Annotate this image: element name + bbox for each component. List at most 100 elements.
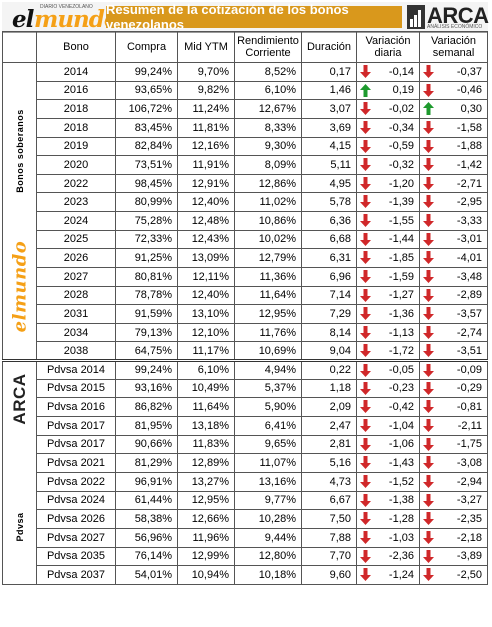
compra-cell: 80,99% (115, 192, 178, 212)
ytm-cell: 12,10% (177, 322, 235, 343)
arca-logo: ARCA ANÁLISIS ECONÓMICO (407, 3, 489, 31)
col-var-semanal: Variación semanal (419, 31, 488, 63)
var-diaria-cell-value: -2,36 (388, 550, 414, 563)
dur-cell: 9,60 (301, 565, 357, 585)
var-semanal-cell-value: -0,29 (456, 382, 482, 395)
table-row: Pdvsa 2016 86,82% 11,64% 5,90% 2,09 -0,42 -0,8… (3, 397, 488, 417)
var-semanal-cell-value: -3,08 (456, 457, 482, 470)
var-semanal-cell: -2,94 (419, 471, 488, 492)
arrow-down-icon (423, 400, 434, 414)
rend-cell: 8,09% (234, 155, 302, 175)
var-diaria-cell-value: -1,38 (388, 494, 414, 507)
var-semanal-cell: -3,89 (419, 546, 488, 567)
table-row: 2025 72,33% 12,43% 10,02% 6,68 -1,44 -3,01 (3, 229, 488, 250)
var-diaria-cell: -1,59 (356, 266, 420, 287)
table-row: Pdvsa 2015 93,16% 10,49% 5,37% 1,18 -0,23 -0,2… (3, 378, 488, 399)
ytm-cell: 12,91% (177, 173, 235, 194)
var-semanal-cell-value: -1,88 (456, 140, 482, 153)
var-semanal-cell: -0,46 (419, 80, 488, 101)
var-diaria-cell: -1,28 (356, 509, 420, 529)
arrow-down-icon (360, 456, 371, 470)
var-semanal-cell-value: -0,81 (456, 401, 482, 414)
var-diaria-cell: -1,24 (356, 565, 420, 585)
bono-cell: 2014 (36, 62, 116, 82)
dur-cell: 2,81 (301, 434, 357, 455)
arrow-down-icon (423, 364, 434, 377)
arrow-down-icon (423, 437, 434, 451)
ytm-cell: 6,10% (177, 359, 235, 380)
bono-cell: 2025 (36, 229, 116, 250)
arrow-down-icon (360, 568, 371, 582)
arrow-down-icon (360, 549, 371, 563)
ytm-cell: 13,27% (177, 471, 235, 492)
bono-cell: Pdvsa 2026 (36, 509, 116, 529)
var-diaria-cell-value: -0,05 (388, 364, 414, 377)
var-diaria-cell-value: -0,14 (388, 65, 414, 78)
table-row: 2023 80,99% 12,40% 11,02% 5,78 -1,39 -2,95 (3, 192, 488, 212)
rend-cell: 12,79% (234, 248, 302, 268)
ytm-cell: 12,40% (177, 192, 235, 212)
arrow-down-icon (360, 437, 371, 451)
var-semanal-cell-value: -3,51 (456, 344, 482, 357)
compra-cell: 54,01% (115, 565, 178, 585)
page-title: Resumen de la cotización de los bonos ve… (106, 2, 349, 32)
table-row: Pdvsa 2035 76,14% 12,99% 12,80% 7,70 -2,36 -3,… (3, 546, 488, 567)
bono-cell: Pdvsa 2015 (36, 378, 116, 399)
logo-el: el (12, 6, 34, 33)
rend-cell: 10,18% (234, 565, 302, 585)
bono-cell: Pdvsa 2017 (36, 434, 116, 455)
arrow-down-icon (360, 120, 371, 134)
arrow-down-icon (360, 158, 371, 172)
arrow-down-icon (360, 269, 371, 283)
ytm-cell: 12,48% (177, 211, 235, 231)
var-semanal-cell: -1,58 (419, 117, 488, 138)
arrow-down-icon (360, 251, 371, 265)
compra-cell: 93,16% (115, 378, 178, 399)
dur-cell: 1,46 (301, 80, 357, 101)
elmundo-logo: DIARIO VENEZOLANO el mundo (10, 4, 119, 33)
var-semanal-cell-value: -2,11 (457, 419, 482, 432)
bono-cell: Pdvsa 2037 (36, 565, 116, 585)
rend-cell: 9,77% (234, 490, 302, 511)
var-semanal-cell-value: -0,37 (456, 65, 482, 78)
arrow-down-icon (423, 325, 434, 339)
var-semanal-cell: -0,29 (419, 378, 488, 399)
var-diaria-cell-value: -1,52 (388, 475, 414, 488)
arrow-down-icon (360, 325, 371, 339)
compra-cell: 81,29% (115, 453, 178, 473)
var-semanal-cell-value: -3,89 (456, 550, 482, 563)
ytm-cell: 11,83% (177, 434, 235, 455)
var-diaria-cell-value: -1,72 (388, 344, 414, 357)
var-semanal-cell: -3,01 (419, 229, 488, 250)
bono-cell: 2027 (36, 266, 116, 287)
var-semanal-cell-value: -4,01 (456, 252, 482, 265)
var-diaria-cell-value: -0,59 (388, 140, 414, 153)
var-semanal-cell: -1,88 (419, 136, 488, 157)
var-semanal-cell: -2,95 (419, 192, 488, 212)
dur-cell: 7,70 (301, 546, 357, 567)
table-row: 2018 106,72% 11,24% 12,67% 3,07 -0,02 0,30 (3, 99, 488, 119)
var-diaria-cell-value: -1,28 (388, 513, 414, 526)
dur-cell: 4,73 (301, 471, 357, 492)
table-row: Pdvsa 2027 56,96% 11,96% 9,44% 7,88 -1,03 -2,1… (3, 527, 488, 548)
compra-cell: 75,28% (115, 211, 178, 231)
arrow-down-icon (423, 381, 434, 395)
var-diaria-cell: -1,06 (356, 434, 420, 455)
dur-cell: 0,22 (301, 359, 357, 380)
var-diaria-cell-value: -1,04 (388, 419, 414, 432)
dur-cell: 7,50 (301, 509, 357, 529)
var-diaria-cell: -2,36 (356, 546, 420, 567)
dur-cell: 1,18 (301, 378, 357, 399)
rend-cell: 13,16% (234, 471, 302, 492)
rend-cell: 9,44% (234, 527, 302, 548)
arrow-down-icon (423, 418, 434, 432)
arrow-down-icon (423, 158, 434, 172)
rend-cell: 11,64% (234, 285, 302, 306)
rend-cell: 10,69% (234, 341, 302, 361)
var-diaria-cell-value: -0,42 (388, 401, 414, 414)
var-diaria-cell: -1,20 (356, 173, 420, 194)
compra-cell: 81,95% (115, 415, 178, 436)
bono-cell: 2034 (36, 322, 116, 343)
col-rend: Rendimiento Corriente (234, 31, 302, 63)
section-label: Pdvsa (14, 512, 25, 542)
